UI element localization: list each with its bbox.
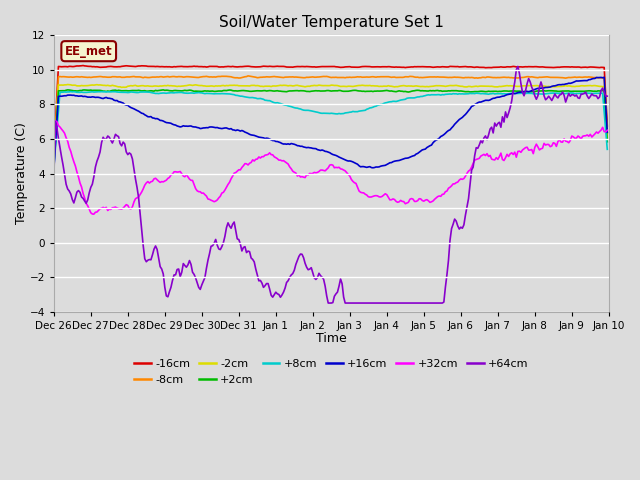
- +64cm: [575, 96, 583, 101]
- Line: +16cm: +16cm: [54, 77, 607, 169]
- +32cm: [90, 211, 98, 217]
- +8cm: [216, 91, 224, 96]
- +8cm: [235, 93, 243, 99]
- +8cm: [50, 165, 58, 170]
- -16cm: [119, 63, 127, 69]
- -2cm: [64, 82, 72, 87]
- -2cm: [604, 135, 611, 141]
- +16cm: [604, 130, 611, 135]
- Y-axis label: Temperature (C): Temperature (C): [15, 122, 28, 225]
- +8cm: [67, 89, 75, 95]
- +2cm: [574, 88, 582, 94]
- +16cm: [234, 127, 241, 133]
- -2cm: [235, 83, 243, 89]
- -8cm: [244, 73, 252, 79]
- +64cm: [50, 178, 58, 183]
- +32cm: [237, 167, 244, 173]
- +32cm: [218, 190, 226, 196]
- Line: +32cm: +32cm: [54, 121, 607, 214]
- +32cm: [246, 160, 253, 166]
- +32cm: [121, 204, 129, 209]
- +2cm: [159, 87, 167, 93]
- Line: +8cm: +8cm: [54, 92, 607, 168]
- +32cm: [295, 172, 303, 178]
- +8cm: [604, 146, 611, 152]
- +8cm: [574, 91, 582, 96]
- -16cm: [235, 64, 243, 70]
- -16cm: [604, 123, 611, 129]
- -16cm: [574, 64, 582, 70]
- -2cm: [216, 83, 224, 89]
- -2cm: [294, 83, 301, 88]
- -2cm: [574, 84, 582, 89]
- +64cm: [292, 262, 300, 267]
- +2cm: [244, 88, 252, 94]
- +32cm: [604, 127, 611, 133]
- -8cm: [50, 157, 58, 163]
- +64cm: [324, 300, 332, 306]
- -8cm: [604, 130, 611, 135]
- +32cm: [50, 157, 58, 163]
- Line: -16cm: -16cm: [54, 66, 607, 155]
- Line: +64cm: +64cm: [54, 66, 607, 303]
- +16cm: [50, 167, 58, 172]
- +2cm: [235, 88, 243, 94]
- +64cm: [514, 63, 522, 69]
- +64cm: [234, 236, 241, 242]
- +64cm: [243, 250, 250, 255]
- -8cm: [294, 74, 301, 80]
- -16cm: [216, 64, 224, 70]
- Legend: -16cm, -8cm, -2cm, +2cm, +8cm, +16cm, +32cm, +64cm: -16cm, -8cm, -2cm, +2cm, +8cm, +16cm, +3…: [130, 355, 533, 389]
- +2cm: [118, 88, 125, 94]
- Title: Soil/Water Temperature Set 1: Soil/Water Temperature Set 1: [219, 15, 444, 30]
- -16cm: [244, 63, 252, 69]
- -8cm: [574, 74, 582, 80]
- Line: -2cm: -2cm: [54, 84, 607, 164]
- +16cm: [118, 100, 125, 106]
- -8cm: [118, 74, 125, 80]
- X-axis label: Time: Time: [316, 332, 347, 345]
- +8cm: [244, 95, 252, 100]
- -2cm: [50, 161, 58, 167]
- +16cm: [600, 74, 608, 80]
- +8cm: [119, 89, 127, 95]
- +16cm: [243, 130, 250, 135]
- +32cm: [575, 134, 583, 140]
- -16cm: [294, 64, 301, 70]
- -8cm: [234, 75, 241, 81]
- +64cm: [118, 143, 125, 149]
- +2cm: [294, 88, 301, 94]
- Line: +2cm: +2cm: [54, 90, 607, 167]
- +64cm: [215, 246, 223, 252]
- +16cm: [215, 125, 223, 131]
- +2cm: [216, 88, 224, 94]
- +16cm: [573, 78, 580, 84]
- +2cm: [604, 139, 611, 144]
- -8cm: [243, 74, 250, 80]
- Line: -8cm: -8cm: [54, 76, 607, 160]
- +8cm: [294, 105, 301, 111]
- -2cm: [244, 83, 252, 89]
- -16cm: [50, 152, 58, 157]
- Text: EE_met: EE_met: [65, 45, 113, 58]
- +32cm: [51, 118, 59, 124]
- -2cm: [119, 84, 127, 90]
- -16cm: [79, 63, 87, 69]
- -8cm: [215, 73, 223, 79]
- +64cm: [604, 93, 611, 99]
- +16cm: [292, 142, 300, 148]
- +2cm: [50, 164, 58, 169]
